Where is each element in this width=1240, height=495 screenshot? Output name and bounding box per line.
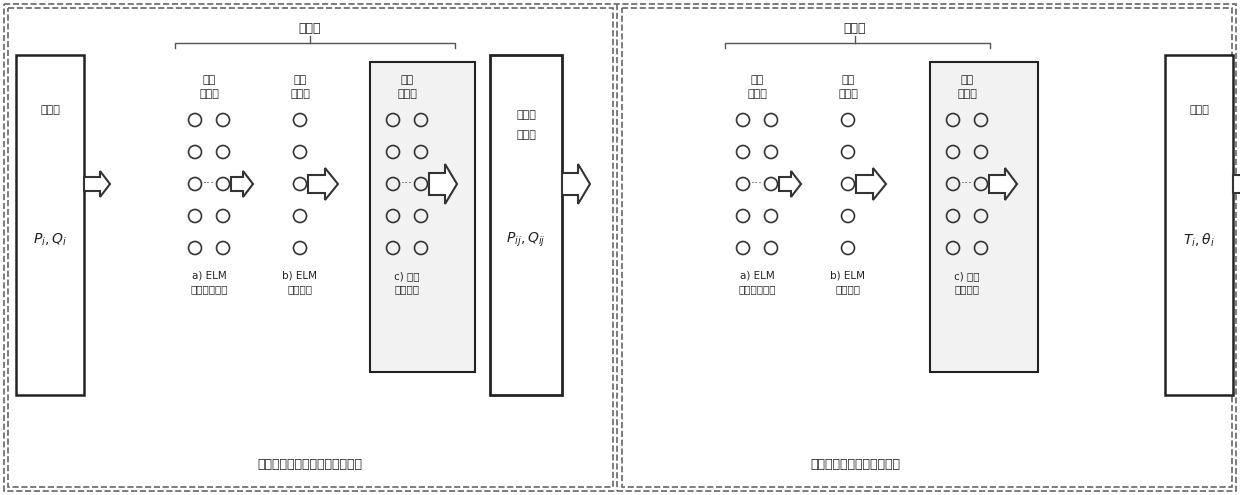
Text: 二阶段：拟合其他潮流特征: 二阶段：拟合其他潮流特征 — [810, 458, 900, 472]
Text: a) ELM: a) ELM — [739, 271, 774, 281]
Text: 有监督: 有监督 — [290, 89, 310, 99]
Text: $P_{ij}, Q_{ij}$: $P_{ij}, Q_{ij}$ — [506, 231, 546, 249]
Text: 无监督: 无监督 — [200, 89, 219, 99]
Text: c) 误差: c) 误差 — [955, 271, 980, 281]
Bar — [930, 62, 1038, 372]
Text: b) ELM: b) ELM — [831, 271, 866, 281]
Text: 输入层: 输入层 — [40, 105, 60, 115]
Polygon shape — [308, 168, 339, 200]
Polygon shape — [429, 164, 458, 204]
Text: ···: ··· — [401, 178, 413, 191]
Text: 多层: 多层 — [401, 75, 414, 85]
Text: 无监督: 无监督 — [746, 89, 766, 99]
Text: b) ELM: b) ELM — [283, 271, 317, 281]
Polygon shape — [1233, 168, 1240, 200]
Text: 有监督: 有监督 — [397, 89, 417, 99]
Text: 贝叶斯法: 贝叶斯法 — [288, 284, 312, 294]
Text: 单层: 单层 — [294, 75, 306, 85]
Text: 隐藏层: 隐藏层 — [843, 21, 867, 35]
Bar — [490, 55, 562, 395]
Bar — [7, 8, 613, 487]
Text: 输出层: 输出层 — [516, 130, 536, 140]
Polygon shape — [562, 164, 590, 204]
Bar — [1166, 55, 1233, 395]
Text: 一阶段：拟合电力网络拓扑结构: 一阶段：拟合电力网络拓扑结构 — [258, 458, 362, 472]
Text: $P_i, Q_i$: $P_i, Q_i$ — [33, 232, 67, 248]
Text: 贝叶斯法: 贝叶斯法 — [836, 284, 861, 294]
Bar — [16, 55, 84, 395]
Text: 隐藏层: 隐藏层 — [299, 21, 321, 35]
Text: 校正环节: 校正环节 — [394, 284, 419, 294]
Text: 多层: 多层 — [202, 75, 216, 85]
Text: 输出层: 输出层 — [1189, 105, 1209, 115]
Text: 校正环节: 校正环节 — [955, 284, 980, 294]
Polygon shape — [231, 171, 253, 197]
Text: 多层: 多层 — [750, 75, 764, 85]
Bar — [622, 8, 1233, 487]
Text: 稀疏自编码器: 稀疏自编码器 — [738, 284, 776, 294]
Polygon shape — [84, 171, 110, 197]
Text: 单层: 单层 — [842, 75, 854, 85]
Text: 无监督: 无监督 — [957, 89, 977, 99]
Polygon shape — [990, 168, 1017, 200]
Text: 多层: 多层 — [960, 75, 973, 85]
Text: c) 误差: c) 误差 — [394, 271, 420, 281]
Text: 有监督: 有监督 — [838, 89, 858, 99]
Bar — [370, 62, 475, 372]
Text: 稀疏自编码器: 稀疏自编码器 — [190, 284, 228, 294]
Text: ···: ··· — [751, 178, 763, 191]
Polygon shape — [856, 168, 887, 200]
Text: ···: ··· — [961, 178, 973, 191]
Text: $T_i, \theta_i$: $T_i, \theta_i$ — [1183, 231, 1215, 248]
Text: 输入层: 输入层 — [516, 110, 536, 120]
Text: ···: ··· — [203, 178, 215, 191]
Polygon shape — [779, 171, 801, 197]
Text: a) ELM: a) ELM — [192, 271, 227, 281]
